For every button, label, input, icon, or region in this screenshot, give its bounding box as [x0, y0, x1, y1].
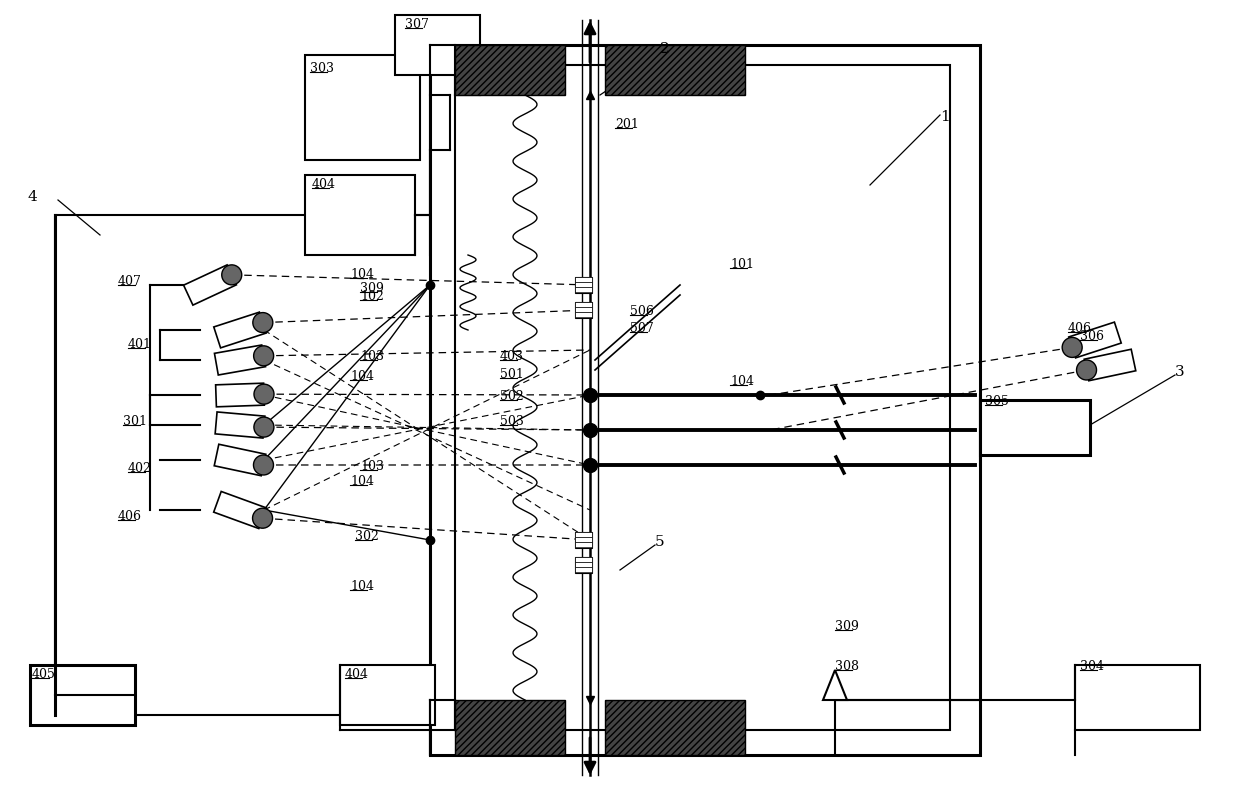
- Circle shape: [222, 265, 242, 285]
- Text: 3: 3: [1176, 365, 1184, 379]
- Bar: [396, 15, 480, 75]
- Text: 1: 1: [940, 110, 950, 124]
- Bar: [575, 302, 591, 307]
- Text: 403: 403: [500, 350, 525, 363]
- Bar: [575, 287, 591, 292]
- Polygon shape: [215, 412, 265, 438]
- Text: 407: 407: [118, 275, 141, 288]
- Bar: [575, 302, 591, 318]
- Text: 404: 404: [345, 668, 370, 681]
- Circle shape: [1063, 338, 1083, 357]
- Text: 308: 308: [835, 660, 859, 673]
- Text: 102: 102: [360, 290, 384, 303]
- Text: 303: 303: [310, 62, 334, 75]
- Bar: [575, 562, 591, 567]
- Circle shape: [254, 417, 274, 437]
- Bar: [340, 665, 435, 725]
- Text: 301: 301: [123, 415, 148, 428]
- Text: 404: 404: [312, 178, 336, 191]
- Bar: [455, 700, 565, 755]
- Circle shape: [1076, 360, 1096, 380]
- Bar: [455, 65, 950, 730]
- Text: 101: 101: [730, 258, 754, 271]
- Text: 104: 104: [350, 268, 374, 281]
- Bar: [575, 567, 591, 572]
- Text: 503: 503: [500, 415, 523, 428]
- Text: 507: 507: [630, 322, 653, 335]
- Bar: [575, 282, 591, 287]
- Bar: [605, 45, 745, 95]
- Bar: [575, 277, 591, 293]
- Text: 402: 402: [128, 462, 151, 475]
- Text: 4: 4: [29, 190, 37, 204]
- Polygon shape: [184, 265, 237, 305]
- Text: 103: 103: [360, 350, 384, 363]
- Text: 502: 502: [500, 390, 523, 403]
- Text: 309: 309: [360, 282, 384, 295]
- Bar: [575, 557, 591, 573]
- Bar: [575, 557, 591, 562]
- Bar: [575, 532, 591, 548]
- Bar: [30, 665, 135, 725]
- Text: 506: 506: [630, 305, 653, 318]
- Polygon shape: [1084, 349, 1136, 380]
- Text: 104: 104: [350, 580, 374, 593]
- Text: 405: 405: [32, 668, 56, 681]
- Bar: [575, 542, 591, 547]
- Text: 501: 501: [500, 368, 523, 381]
- Text: 201: 201: [615, 118, 639, 131]
- Polygon shape: [823, 670, 847, 700]
- Text: 2: 2: [660, 42, 670, 56]
- Bar: [575, 277, 591, 282]
- Text: 304: 304: [1080, 660, 1104, 673]
- Bar: [575, 532, 591, 537]
- Bar: [305, 175, 415, 255]
- Circle shape: [253, 508, 273, 529]
- Bar: [305, 55, 420, 160]
- Text: 302: 302: [355, 530, 379, 543]
- Bar: [575, 537, 591, 542]
- Text: 406: 406: [1068, 322, 1092, 335]
- Bar: [980, 400, 1090, 455]
- Text: 307: 307: [405, 18, 429, 31]
- Polygon shape: [216, 383, 264, 407]
- Text: 104: 104: [350, 475, 374, 488]
- Text: 5: 5: [655, 535, 665, 549]
- Text: 305: 305: [985, 395, 1009, 408]
- Text: 104: 104: [730, 375, 754, 388]
- Text: 306: 306: [1080, 330, 1104, 343]
- Text: 309: 309: [835, 620, 859, 633]
- Bar: [575, 307, 591, 312]
- Polygon shape: [215, 444, 265, 476]
- Circle shape: [254, 384, 274, 404]
- Polygon shape: [213, 312, 267, 348]
- Bar: [1075, 665, 1200, 730]
- Text: 401: 401: [128, 338, 153, 351]
- Polygon shape: [1069, 322, 1121, 358]
- Circle shape: [254, 345, 274, 366]
- Polygon shape: [213, 491, 267, 529]
- Polygon shape: [215, 345, 265, 375]
- Text: 406: 406: [118, 510, 143, 523]
- Bar: [605, 700, 745, 755]
- Text: 104: 104: [350, 370, 374, 383]
- Bar: [55, 215, 430, 715]
- Bar: [430, 45, 980, 755]
- Text: 103: 103: [360, 460, 384, 473]
- Bar: [575, 312, 591, 317]
- Bar: [455, 45, 565, 95]
- Circle shape: [253, 313, 273, 333]
- Circle shape: [253, 455, 274, 475]
